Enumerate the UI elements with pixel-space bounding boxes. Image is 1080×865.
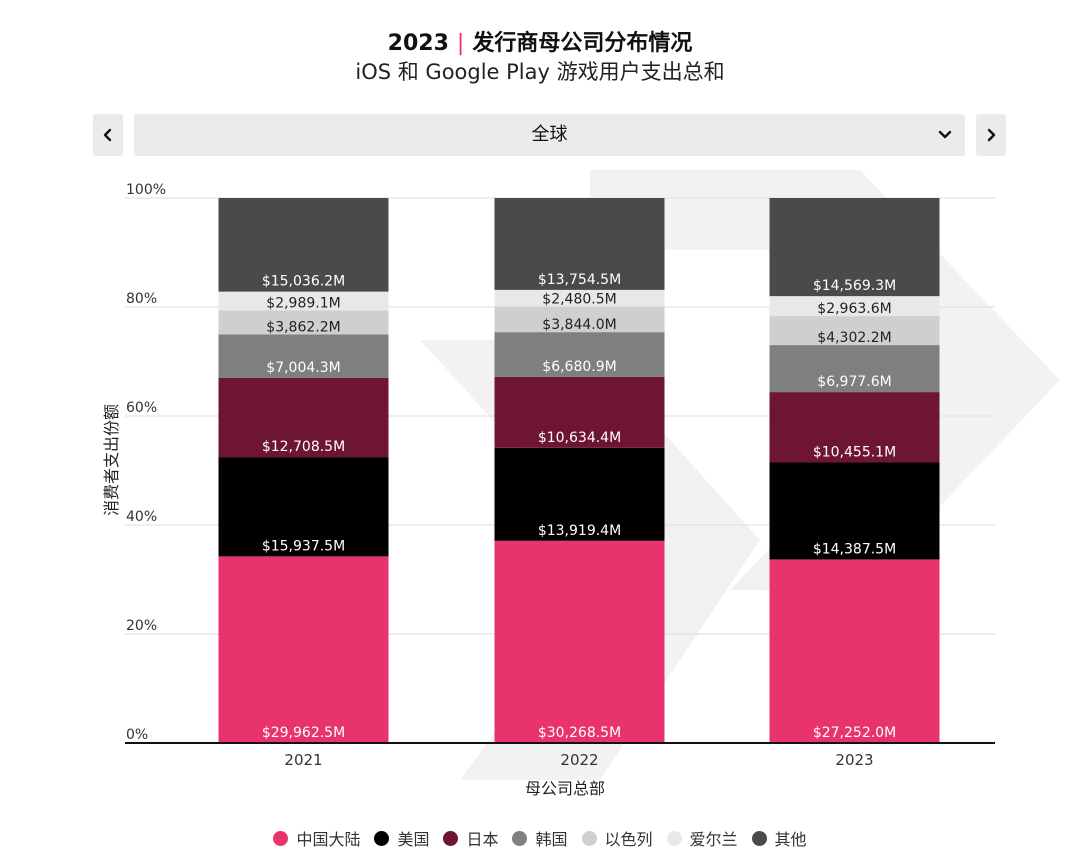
x-tick-label: 2023 xyxy=(835,751,873,769)
bar-segment[interactable] xyxy=(218,310,389,335)
y-tick-label: 80% xyxy=(126,291,157,307)
bar-segment[interactable] xyxy=(218,334,389,378)
data-label: $15,937.5M xyxy=(262,538,345,554)
data-label: $4,302.2M xyxy=(817,330,891,346)
legend-item[interactable]: 美国 xyxy=(374,826,429,850)
bar-segment[interactable] xyxy=(494,332,665,377)
chevron-down-icon xyxy=(938,130,952,139)
legend-swatch xyxy=(581,830,597,846)
data-label: $29,962.5M xyxy=(262,725,345,741)
data-label: $15,036.2M xyxy=(262,274,345,290)
legend-item[interactable]: 以色列 xyxy=(581,826,653,850)
chart-title: 2023 | 发行商母公司分布情况 xyxy=(0,30,1080,58)
bar-segment[interactable] xyxy=(218,556,389,743)
legend-swatch xyxy=(443,830,459,846)
legend-item[interactable]: 爱尔兰 xyxy=(666,826,738,850)
bar-segment[interactable] xyxy=(769,296,940,317)
x-tick-label: 2022 xyxy=(560,751,598,769)
y-tick-label: 0% xyxy=(126,727,148,743)
bars-layer xyxy=(218,198,940,743)
y-tick-label: 100% xyxy=(126,182,166,198)
legend-swatch xyxy=(273,830,289,846)
legend-swatch xyxy=(374,830,390,846)
x-axis-title: 母公司总部 xyxy=(525,779,605,798)
bar-segment[interactable] xyxy=(494,198,665,290)
data-label: $7,004.3M xyxy=(266,360,340,376)
bar-segment[interactable] xyxy=(218,377,389,458)
bar-segment[interactable] xyxy=(769,198,940,297)
legend-item[interactable]: 中国大陆 xyxy=(273,826,360,850)
data-label: $10,634.4M xyxy=(538,430,621,446)
legend-label: 中国大陆 xyxy=(296,830,361,849)
next-button[interactable] xyxy=(976,114,1006,156)
bar-segment[interactable] xyxy=(494,540,665,743)
legend-item[interactable]: 日本 xyxy=(443,826,498,850)
bar-segment[interactable] xyxy=(769,462,940,560)
y-axis-title: 消费者支出份额 xyxy=(102,404,121,516)
data-label: $3,844.0M xyxy=(542,317,616,333)
bar-segment[interactable] xyxy=(494,376,665,448)
legend-label: 其他 xyxy=(774,830,807,849)
chart-title-block: 2023 | 发行商母公司分布情况 iOS 和 Google Play 游戏用户支出… xyxy=(0,30,1080,86)
data-label: $2,963.6M xyxy=(817,301,891,317)
data-label: $6,977.6M xyxy=(817,374,891,390)
legend-label: 韩国 xyxy=(535,830,568,849)
bar-segment[interactable] xyxy=(218,198,389,292)
chevron-right-icon xyxy=(987,128,996,142)
data-label: $13,919.4M xyxy=(538,523,621,539)
chevron-left-icon xyxy=(103,128,112,142)
data-label: $6,680.9M xyxy=(542,359,616,375)
title-separator: | xyxy=(456,31,465,56)
legend-label: 以色列 xyxy=(604,830,653,849)
bar-segment[interactable] xyxy=(769,316,940,346)
y-tick-label: 60% xyxy=(126,400,157,416)
region-value: 全球 xyxy=(531,124,568,145)
title-year: 2023 xyxy=(387,31,449,56)
title-text: 发行商母公司分布情况 xyxy=(472,31,693,56)
legend-item[interactable]: 韩国 xyxy=(512,826,568,850)
legend-label: 爱尔兰 xyxy=(689,830,738,849)
data-label: $13,754.5M xyxy=(538,272,621,288)
region-dropdown[interactable]: 全球 xyxy=(134,114,965,156)
bar-segment[interactable] xyxy=(769,392,940,463)
legend: 中国大陆 美国 日本 韩国 以色列 爱尔兰 其他 xyxy=(0,826,1080,850)
data-label: $14,387.5M xyxy=(813,541,896,557)
bar-segment[interactable] xyxy=(494,289,665,307)
bar-segment[interactable] xyxy=(769,345,940,393)
data-label: $12,708.5M xyxy=(262,439,345,455)
legend-label: 美国 xyxy=(397,830,430,849)
bar-segment[interactable] xyxy=(494,306,665,333)
data-label: $3,862.2M xyxy=(266,319,340,335)
watermark-logo xyxy=(420,170,1060,780)
chart-subtitle: iOS 和 Google Play 游戏用户支出总和 xyxy=(355,60,725,84)
legend-swatch xyxy=(751,830,767,846)
y-tick-label: 20% xyxy=(126,618,157,634)
legend-swatch xyxy=(666,830,682,846)
data-label: $27,252.0M xyxy=(813,725,896,741)
bar-segment[interactable] xyxy=(769,559,940,743)
data-label: $2,480.5M xyxy=(542,291,616,307)
bar-labels-layer: $29,962.5M $15,937.5M $12,708.5M $7,004.3M $… xyxy=(262,272,896,741)
prev-button[interactable] xyxy=(93,114,123,156)
data-label: $10,455.1M xyxy=(813,445,896,461)
data-label: $2,989.1M xyxy=(266,295,340,311)
bar-segment[interactable] xyxy=(494,447,665,541)
legend-label: 日本 xyxy=(466,830,499,849)
axis-layer: 0% 20% 40% 60% 80% 100% 2021 2022 2023 母公司总部 消费者支出… xyxy=(102,182,995,798)
legend-swatch xyxy=(512,830,528,846)
bar-segment[interactable] xyxy=(218,457,389,557)
bar-segment[interactable] xyxy=(218,291,389,311)
data-label: $14,569.3M xyxy=(813,278,896,294)
legend-item[interactable]: 其他 xyxy=(751,826,807,850)
data-label: $30,268.5M xyxy=(538,725,621,741)
y-tick-label: 40% xyxy=(126,509,157,525)
x-tick-label: 2021 xyxy=(284,751,322,769)
